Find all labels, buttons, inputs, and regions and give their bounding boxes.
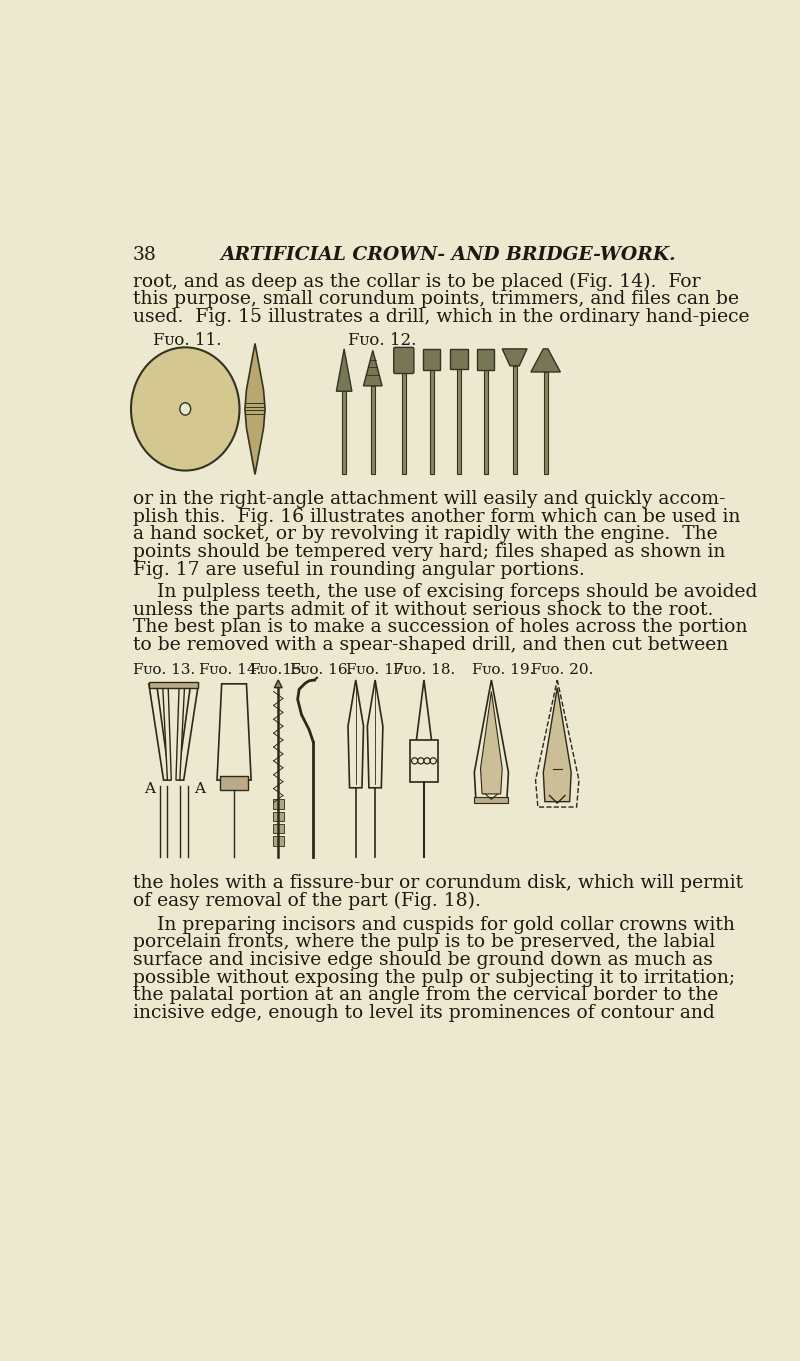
- Bar: [484, 370, 488, 475]
- Polygon shape: [363, 350, 382, 387]
- Bar: [273, 836, 284, 845]
- Polygon shape: [416, 680, 432, 742]
- Text: Fᴜᴏ. 18.: Fᴜᴏ. 18.: [393, 663, 455, 676]
- Polygon shape: [274, 680, 282, 687]
- Text: In preparing incisors and cuspids for gold collar crowns with: In preparing incisors and cuspids for go…: [133, 916, 734, 934]
- Polygon shape: [162, 687, 171, 780]
- Bar: [220, 776, 248, 791]
- Text: points should be tempered very hard; files shaped as shown in: points should be tempered very hard; fil…: [133, 543, 725, 561]
- Text: or in the right-angle attachment will easily and quickly accom-: or in the right-angle attachment will ea…: [133, 490, 725, 508]
- Polygon shape: [217, 683, 251, 780]
- Text: root, and as deep as the collar is to be placed (Fig. 14).  For: root, and as deep as the collar is to be…: [133, 272, 700, 291]
- Polygon shape: [176, 687, 185, 780]
- Text: porcelain fronts, where the pulp is to be preserved, the labial: porcelain fronts, where the pulp is to b…: [133, 934, 715, 951]
- Text: Fᴜᴏ.15.: Fᴜᴏ.15.: [250, 663, 307, 676]
- Bar: [371, 387, 374, 475]
- Bar: [402, 372, 406, 475]
- Polygon shape: [348, 680, 363, 788]
- Ellipse shape: [180, 403, 190, 415]
- Bar: [273, 823, 284, 833]
- Text: Fᴜᴏ. 14.: Fᴜᴏ. 14.: [199, 663, 262, 676]
- Polygon shape: [502, 348, 527, 366]
- Text: Fᴜᴏ. 16.: Fᴜᴏ. 16.: [290, 663, 352, 676]
- Bar: [273, 811, 284, 821]
- Bar: [457, 369, 461, 475]
- Text: ARTIFICIAL CROWN- AND BRIDGE-WORK.: ARTIFICIAL CROWN- AND BRIDGE-WORK.: [220, 246, 676, 264]
- Bar: [430, 370, 434, 475]
- Bar: [149, 682, 198, 689]
- FancyBboxPatch shape: [394, 347, 414, 373]
- Text: In pulpless teeth, the use of excising forceps should be avoided: In pulpless teeth, the use of excising f…: [133, 583, 757, 602]
- Bar: [474, 798, 509, 803]
- Text: A: A: [144, 781, 155, 796]
- Text: Fᴜᴏ. 19.: Fᴜᴏ. 19.: [472, 663, 534, 676]
- Text: possible without exposing the pulp or subjecting it to irritation;: possible without exposing the pulp or su…: [133, 969, 734, 987]
- Text: Fᴜᴏ. 20.: Fᴜᴏ. 20.: [531, 663, 594, 676]
- Text: Fᴜᴏ. 12.: Fᴜᴏ. 12.: [348, 332, 416, 348]
- Ellipse shape: [131, 347, 239, 471]
- Polygon shape: [149, 683, 170, 780]
- Circle shape: [424, 758, 430, 764]
- Bar: [423, 348, 440, 370]
- Text: a hand socket, or by revolving it rapidly with the engine.  The: a hand socket, or by revolving it rapidl…: [133, 525, 717, 543]
- Circle shape: [418, 758, 424, 764]
- Bar: [410, 740, 438, 783]
- Bar: [513, 366, 517, 475]
- Bar: [342, 391, 346, 475]
- Text: surface and incisive edge should be ground down as much as: surface and incisive edge should be grou…: [133, 951, 713, 969]
- Text: the palatal portion at an angle from the cervical border to the: the palatal portion at an angle from the…: [133, 987, 718, 1004]
- Text: Fᴜᴏ. 11.: Fᴜᴏ. 11.: [153, 332, 221, 348]
- Text: to be removed with a spear-shaped drill, and then cut between: to be removed with a spear-shaped drill,…: [133, 636, 728, 655]
- Polygon shape: [336, 348, 352, 391]
- Bar: [450, 348, 468, 369]
- Text: 38: 38: [133, 246, 157, 264]
- Bar: [273, 799, 284, 808]
- Polygon shape: [481, 691, 502, 793]
- Polygon shape: [367, 680, 383, 788]
- Text: Fᴜᴏ. 17.: Fᴜᴏ. 17.: [346, 663, 409, 676]
- Polygon shape: [245, 343, 265, 475]
- Text: unless the parts admit of it without serious shock to the root.: unless the parts admit of it without ser…: [133, 600, 713, 619]
- Circle shape: [411, 758, 418, 764]
- Polygon shape: [178, 683, 198, 780]
- Text: of easy removal of the part (Fig. 18).: of easy removal of the part (Fig. 18).: [133, 891, 481, 911]
- Text: The best plan is to make a succession of holes across the portion: The best plan is to make a succession of…: [133, 618, 747, 637]
- Text: the holes with a fissure-bur or corundum disk, which will permit: the holes with a fissure-bur or corundum…: [133, 874, 742, 891]
- Polygon shape: [543, 687, 571, 802]
- Text: plish this.  Fig. 16 illustrates another form which can be used in: plish this. Fig. 16 illustrates another …: [133, 508, 740, 525]
- Polygon shape: [531, 348, 560, 372]
- Text: Fig. 17 are useful in rounding angular portions.: Fig. 17 are useful in rounding angular p…: [133, 561, 584, 578]
- Polygon shape: [474, 680, 509, 799]
- Circle shape: [430, 758, 436, 764]
- Text: Fᴜᴏ. 13.: Fᴜᴏ. 13.: [133, 663, 195, 676]
- Text: used.  Fig. 15 illustrates a drill, which in the ordinary hand-piece: used. Fig. 15 illustrates a drill, which…: [133, 308, 749, 327]
- Bar: [478, 348, 494, 370]
- Text: this purpose, small corundum points, trimmers, and files can be: this purpose, small corundum points, tri…: [133, 290, 738, 309]
- Text: A: A: [194, 781, 205, 796]
- Text: incisive edge, enough to level its prominences of contour and: incisive edge, enough to level its promi…: [133, 1004, 714, 1022]
- Bar: [544, 372, 547, 475]
